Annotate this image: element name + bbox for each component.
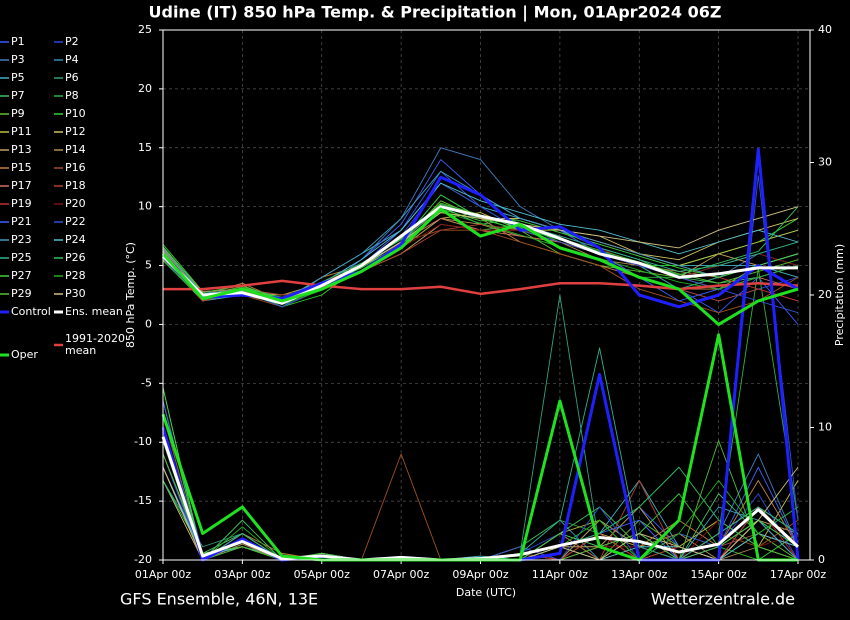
- temp-line: [161, 207, 799, 326]
- temp-line: [163, 279, 799, 296]
- x-axis-label: Date (UTC): [456, 586, 516, 599]
- y-tick-label: 20: [138, 82, 152, 95]
- x-tick-label: 17Apr 00z: [770, 568, 827, 581]
- legend-label: P11: [11, 125, 32, 138]
- temp-line: [162, 208, 799, 301]
- legend-label: P26: [65, 251, 86, 264]
- y-tick-label: 25: [138, 23, 152, 36]
- legend-label: P27: [11, 269, 32, 282]
- footer-left: GFS Ensemble, 46N, 13E: [120, 590, 318, 609]
- legend-label: P5: [11, 71, 25, 84]
- y-tick-label: 0: [145, 317, 152, 330]
- y2-tick-label: 40: [818, 23, 832, 36]
- legend-label: P6: [65, 71, 79, 84]
- legend-label: P22: [65, 215, 86, 228]
- legend-label: P12: [65, 125, 86, 138]
- legend-label: Ens. mean: [65, 305, 123, 318]
- y-tick-label: -10: [134, 435, 152, 448]
- legend-label: P23: [11, 233, 32, 246]
- y2-tick-label: 20: [818, 288, 832, 301]
- x-tick-label: 05Apr 00z: [294, 568, 351, 581]
- legend-label: P28: [65, 269, 86, 282]
- legend-label: Oper: [11, 348, 38, 361]
- temp-line: [162, 212, 799, 299]
- y-tick-label: 15: [138, 141, 152, 154]
- plot-frame: [162, 29, 811, 561]
- x-tick-label: 07Apr 00z: [373, 568, 430, 581]
- legend-label: P7: [11, 89, 25, 102]
- legend-label: P19: [11, 197, 32, 210]
- x-tick-label: 13Apr 00z: [611, 568, 668, 581]
- legend-label: P21: [11, 215, 32, 228]
- legend-label: 1991-2020 mean: [65, 332, 125, 357]
- x-tick-label: 03Apr 00z: [214, 568, 271, 581]
- legend-label: P29: [11, 287, 32, 300]
- y2-tick-label: 0: [818, 553, 825, 566]
- y-axis-label: 850 hPa Temp. (°C): [124, 242, 137, 348]
- x-tick-label: 11Apr 00z: [532, 568, 589, 581]
- legend-label: P10: [65, 107, 86, 120]
- y2-tick-label: 30: [818, 156, 832, 169]
- temp-line: [162, 182, 799, 314]
- legend-label: P17: [11, 179, 32, 192]
- legend-label: P18: [65, 179, 86, 192]
- y-tick-label: 10: [138, 200, 152, 213]
- y-tick-label: -5: [141, 376, 152, 389]
- x-tick-label: 15Apr 00z: [690, 568, 747, 581]
- legend-label: P30: [65, 287, 86, 300]
- y-tick-label: -20: [134, 553, 152, 566]
- temp-line: [161, 205, 798, 305]
- legend-label: P9: [11, 107, 25, 120]
- y-tick-label: 5: [145, 259, 152, 272]
- x-tick-label: 09Apr 00z: [452, 568, 509, 581]
- y2-tick-label: 10: [818, 421, 832, 434]
- legend-label: P20: [65, 197, 86, 210]
- y-tick-label: -15: [134, 494, 152, 507]
- legend-label: P15: [11, 161, 32, 174]
- legend-label: P25: [11, 251, 32, 264]
- legend-label: P1: [11, 35, 25, 48]
- legend-label: P8: [65, 89, 79, 102]
- temp-line: [162, 223, 799, 302]
- footer-right: Wetterzentrale.de: [651, 590, 795, 609]
- legend-label: P3: [11, 53, 25, 66]
- legend-label: P4: [65, 53, 79, 66]
- legend-label: Control: [11, 305, 51, 318]
- y2-axis-label: Precipitation (mm): [833, 244, 846, 346]
- legend-label: P14: [65, 143, 86, 156]
- legend-label: P16: [65, 161, 86, 174]
- legend-label: P2: [65, 35, 79, 48]
- chart-title: Udine (IT) 850 hPa Temp. & Precipitation…: [149, 3, 722, 23]
- x-tick-label: 01Apr 00z: [135, 568, 192, 581]
- legend-label: P24: [65, 233, 86, 246]
- legend-label: P13: [11, 143, 32, 156]
